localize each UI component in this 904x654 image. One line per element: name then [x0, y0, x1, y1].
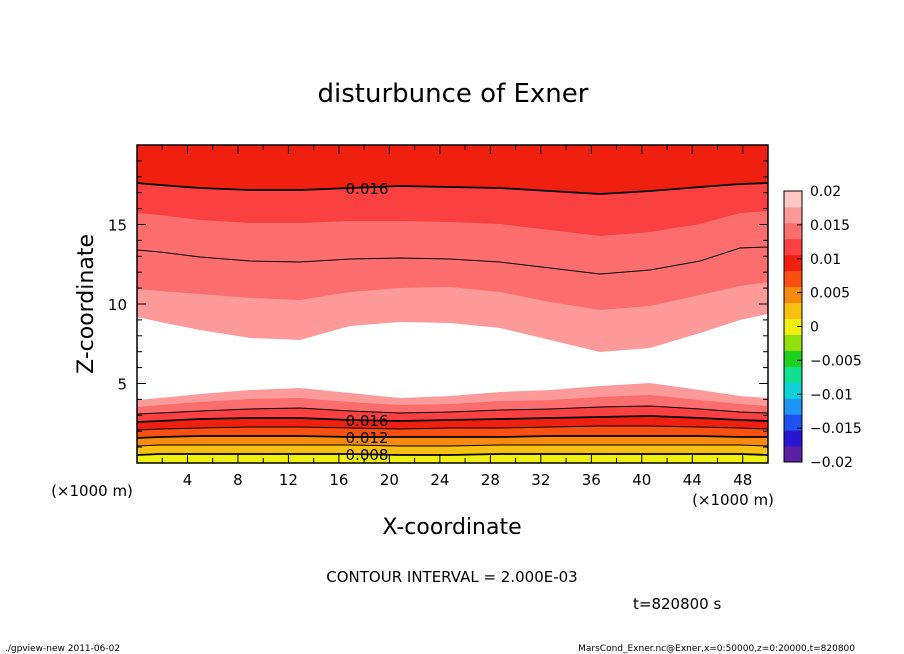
x-tick-label: 12	[279, 471, 298, 489]
colorbar-swatch	[784, 430, 802, 447]
contour-line-upper-0016	[136, 182, 769, 195]
contour-label-text: 0.008	[346, 446, 389, 464]
colorbar-tick-label: −0.005	[810, 353, 862, 369]
colorbar-swatch	[784, 414, 802, 431]
contour-interval-text: CONTOUR INTERVAL = 2.000E-03	[326, 568, 577, 586]
colorbar-tick-label: 0.015	[810, 218, 850, 234]
colorbar-swatch	[784, 238, 802, 256]
contour-label-text: 0.012	[346, 429, 389, 447]
x-unit-note: (×1000 m)	[692, 491, 774, 509]
x-tick-label: 28	[481, 471, 500, 489]
colorbar-swatch	[784, 350, 802, 367]
colorbar-tick-label: 0.005	[810, 286, 850, 302]
contour-fields	[137, 145, 768, 463]
x-tick-label: 4	[183, 471, 193, 489]
y-axis-label: Z-coordinate	[74, 234, 99, 374]
upper-band-3	[137, 145, 768, 194]
x-tick-label: 32	[531, 471, 550, 489]
contour-line-lower-c	[136, 444, 769, 447]
colorbar-tick-label: 0	[810, 320, 819, 336]
colorbar-tick-label: 0.01	[810, 252, 841, 268]
colorbar-swatch	[784, 382, 802, 399]
contour-label: 0.012	[346, 429, 389, 447]
colorbar-swatch	[784, 206, 802, 224]
chart-title: disturbunce of Exner	[318, 79, 589, 109]
x-tick-label: 36	[582, 471, 601, 489]
contour-line-upper-0018	[136, 246, 769, 275]
colorbar: 0.02 0.015 0.01 0.005 0 −0.005 −0.01 −0.015 −0.0…	[783, 184, 862, 471]
colorbar-tick-label: −0.02	[810, 455, 853, 471]
contour-line-lower-a	[136, 405, 769, 415]
contour-label: 0.008	[346, 446, 389, 464]
colorbar-swatch	[784, 302, 802, 320]
x-tick-label: 48	[733, 471, 752, 489]
contour-line-lower-0008	[136, 453, 769, 456]
colorbar-tick-label: 0.02	[810, 184, 841, 200]
colorbar-swatch	[784, 398, 802, 415]
colorbar-swatch	[784, 446, 802, 463]
x-tick-label: 24	[430, 471, 449, 489]
y-tick-label: 5	[117, 376, 127, 394]
x-axis-label: X-coordinate	[382, 515, 521, 540]
colorbar-swatch	[784, 254, 802, 272]
x-tick-label: 20	[380, 471, 399, 489]
colorbar-swatch	[784, 222, 802, 240]
contour-label-text: 0.016	[346, 412, 389, 430]
colorbar-tick-label: −0.01	[810, 387, 853, 403]
x-tick-label: 40	[632, 471, 651, 489]
contour-label-text: 0.016	[346, 180, 389, 198]
footer-right: MarsCond_Exner.nc@Exner,x=0:50000,z=0:20…	[578, 644, 855, 654]
footer-left: ./gpview-new 2011-06-02	[5, 644, 120, 654]
x-tick-label: 44	[683, 471, 702, 489]
lower-band-7	[137, 454, 768, 463]
contour-lines	[136, 182, 769, 456]
colorbar-swatch	[784, 334, 802, 351]
x-tick-label: 8	[233, 471, 243, 489]
colorbar-swatch	[784, 286, 802, 304]
contour-label: 0.016	[346, 180, 389, 198]
contour-line-lower-0012	[136, 435, 768, 439]
time-label: t=820800 s	[633, 595, 721, 613]
contour-line-lower-0016	[136, 415, 769, 423]
x-tick-label: 16	[329, 471, 348, 489]
colorbar-swatch	[784, 191, 802, 208]
colorbar-tick-label: −0.015	[810, 421, 862, 437]
contour-line-lower-b	[136, 425, 769, 431]
y-unit-note: (×1000 m)	[51, 482, 133, 500]
colorbar-swatch	[784, 318, 802, 335]
y-tick-label: 10	[108, 296, 127, 314]
colorbar-swatch	[784, 366, 802, 383]
y-tick-label: 15	[108, 217, 127, 235]
colorbar-swatch	[784, 270, 802, 288]
contour-label: 0.016	[346, 412, 389, 430]
